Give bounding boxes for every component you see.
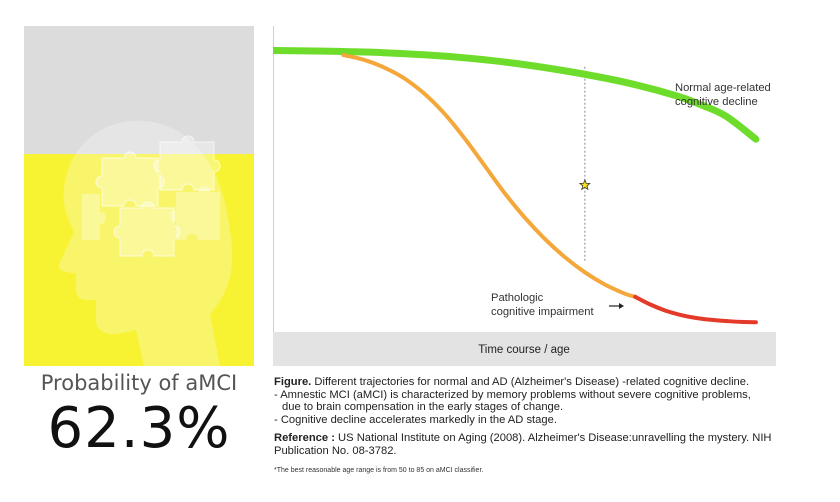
cognitive-decline-chart: Time course / age Normal age-related cog…: [273, 26, 776, 366]
annotation-ad-line2: cognitive impairment: [491, 306, 594, 318]
annotation-normal-line2: cognitive decline: [675, 96, 758, 108]
probability-label: Probability of aMCI: [40, 371, 238, 395]
reference-text: US National Institute on Aging (2008). A…: [274, 432, 772, 457]
figure-label: Figure.: [274, 376, 312, 388]
series-normal-line: [273, 47, 760, 143]
figure-caption: Figure. Different trajectories for norma…: [274, 376, 794, 475]
footnote: *The best reasonable age range is from 5…: [274, 466, 484, 474]
probability-panel: [24, 26, 254, 366]
probability-fill: [24, 154, 254, 366]
caption-line-1b: due to brain compensation in the early s…: [282, 401, 564, 414]
x-axis-bar: [273, 332, 776, 366]
caption-line-1: - Amnestic MCI (aMCI) is characterized b…: [274, 388, 751, 401]
annotation-ad-line1: Pathologic: [491, 292, 544, 304]
star-icon: [578, 178, 591, 191]
caption-line-2: - Cognitive decline accelerates markedly…: [274, 413, 557, 426]
series-amci-line: [341, 53, 638, 299]
x-axis-label: Time course / age: [478, 344, 570, 356]
arrow-right-icon: [609, 303, 624, 309]
annotation-normal-line1: Normal age-related: [675, 82, 771, 94]
figure-text: Different trajectories for normal and AD…: [311, 376, 750, 388]
reference-label: Reference :: [274, 432, 335, 445]
probability-value: 62.3%: [47, 396, 231, 461]
series-ad-line: [633, 294, 758, 325]
head-puzzle-icon: [58, 120, 233, 366]
